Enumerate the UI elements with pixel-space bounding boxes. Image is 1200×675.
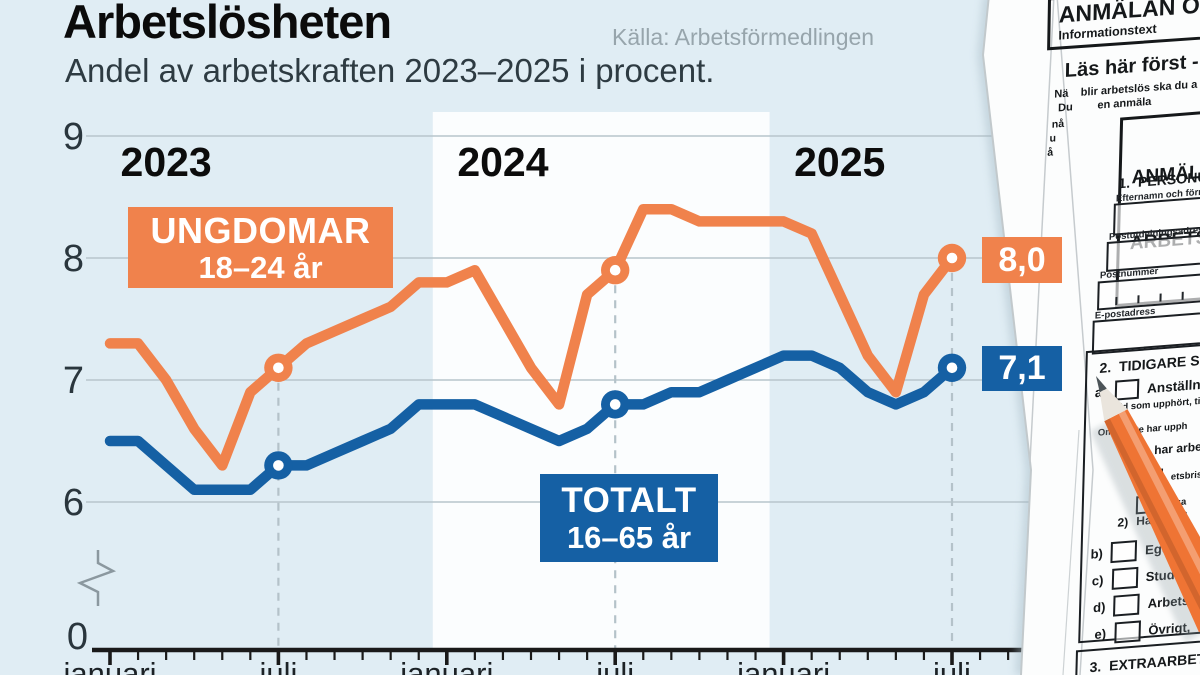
x-axis: januari juli januari juli januari juli bbox=[62, 647, 1038, 675]
axis-break-icon bbox=[76, 550, 117, 606]
series-label-totalt: TOTALT 16–65 år bbox=[540, 474, 718, 562]
svg-text:juli: juli bbox=[932, 656, 971, 675]
svg-text:januari: januari bbox=[399, 656, 493, 675]
marker-guides bbox=[277, 258, 954, 650]
series-line-totalt bbox=[104, 350, 967, 496]
svg-text:9: 9 bbox=[63, 116, 84, 158]
pencil-shadow bbox=[1090, 419, 1200, 643]
year-labels: 2023 2024 2025 bbox=[121, 139, 886, 185]
value-badge-totalt: 7,1 bbox=[982, 346, 1062, 391]
page-title: Arbetslösheten bbox=[63, 0, 392, 48]
svg-text:juli: juli bbox=[258, 656, 297, 675]
series-label-totalt-name: TOTALT bbox=[561, 481, 697, 520]
svg-text:2024: 2024 bbox=[457, 139, 548, 185]
pencil-body bbox=[1104, 409, 1200, 633]
chart-subtitle: Andel av arbetskraften 2023–2025 i proce… bbox=[65, 52, 715, 89]
svg-text:0: 0 bbox=[67, 616, 88, 658]
source-credit: Källa: Arbetsförmedlingen bbox=[612, 24, 875, 50]
series-label-totalt-age: 16–65 år bbox=[566, 520, 692, 555]
pencil-graphite-tip bbox=[1096, 376, 1107, 393]
svg-text:juli: juli bbox=[595, 656, 634, 675]
svg-text:8: 8 bbox=[63, 238, 84, 280]
pencil-wood bbox=[1099, 388, 1128, 422]
pencil-highlight bbox=[1118, 410, 1200, 575]
paper-seam-3 bbox=[1062, 429, 1080, 675]
svg-text:6: 6 bbox=[63, 482, 84, 524]
paper-seam-2 bbox=[1056, 0, 1094, 675]
svg-text:2025: 2025 bbox=[794, 139, 885, 185]
series-label-ungdomar-name: UNGDOMAR bbox=[150, 209, 371, 251]
svg-text:7: 7 bbox=[63, 360, 84, 402]
y-axis-labels: 9 8 7 6 0 bbox=[63, 116, 88, 658]
svg-text:januari: januari bbox=[62, 656, 156, 675]
svg-text:2023: 2023 bbox=[121, 139, 212, 185]
pencil-edge-shade bbox=[1104, 418, 1200, 610]
series-label-ungdomar-age: 18–24 år bbox=[198, 249, 323, 285]
svg-text:januari: januari bbox=[736, 656, 830, 675]
series-line-ungdomar bbox=[104, 203, 967, 471]
value-badge-ungdomar: 8,0 bbox=[982, 237, 1062, 283]
series-label-ungdomar: UNGDOMAR 18–24 år bbox=[128, 207, 393, 288]
